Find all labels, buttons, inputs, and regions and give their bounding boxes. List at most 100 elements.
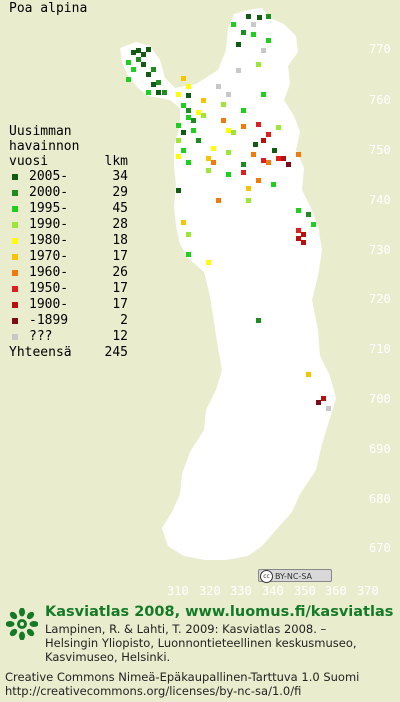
y-axis-label: 710: [369, 342, 391, 356]
observation-square: [231, 22, 236, 27]
legend-item-count: 17: [112, 297, 128, 312]
observation-square: [261, 48, 266, 53]
observation-square: [301, 232, 306, 237]
citation: Lampinen, R. & Lahti, T. 2009: Kasviatla…: [45, 622, 357, 664]
observation-square: [326, 406, 331, 411]
observation-square: [186, 115, 191, 120]
observation-square: [191, 128, 196, 133]
legend-item-count: 17: [112, 281, 128, 296]
y-axis-label: 750: [369, 143, 391, 157]
y-axis-label: 730: [369, 243, 391, 257]
x-axis-label: 340: [262, 584, 284, 598]
observation-squares: [126, 14, 331, 411]
x-axis-label: 360: [325, 584, 347, 598]
legend-swatch: [12, 302, 18, 308]
x-axis-label: 310: [167, 584, 189, 598]
observation-square: [316, 400, 321, 405]
kasviatlas-logo-icon: [6, 608, 38, 640]
observation-square: [246, 186, 251, 191]
observation-square: [266, 160, 271, 165]
cc-license-badge[interactable]: cc BY-NC-SA: [258, 569, 332, 583]
observation-square: [181, 130, 186, 135]
legend-item: 1995- 45: [9, 201, 128, 217]
observation-square: [136, 57, 141, 62]
observation-square: [181, 76, 186, 81]
observation-square: [321, 396, 326, 401]
observation-square: [241, 162, 246, 167]
observation-square: [151, 67, 156, 72]
observation-square: [156, 90, 161, 95]
legend-header-row: vuosi lkm: [9, 154, 128, 169]
legend-item-label: -1899: [29, 313, 69, 328]
observation-square: [246, 198, 251, 203]
finland-land: [120, 8, 336, 560]
observation-square: [296, 152, 301, 157]
kasviatlas-link[interactable]: Kasviatlas 2008, www.luomus.fi/kasviatla…: [45, 604, 394, 620]
observation-square: [146, 72, 151, 77]
observation-square: [256, 178, 261, 183]
legend-item-count: 26: [112, 265, 128, 280]
observation-square: [226, 150, 231, 155]
observation-square: [176, 138, 181, 143]
observation-square: [151, 82, 156, 87]
legend-total-count: 245: [104, 345, 128, 360]
license-url[interactable]: http://creativecommons.org/licenses/by-n…: [5, 684, 302, 698]
observation-square: [256, 62, 261, 67]
legend-swatch: [12, 286, 18, 292]
legend-swatch: [12, 206, 18, 212]
observation-square: [226, 92, 231, 97]
legend-item-label: 1960-: [29, 265, 69, 280]
observation-square: [156, 80, 161, 85]
observation-square: [206, 156, 211, 161]
legend-item: 1960- 26: [9, 265, 128, 281]
observation-square: [126, 60, 131, 65]
observation-square: [141, 52, 146, 57]
legend-item-count: 29: [112, 185, 128, 200]
observation-square: [176, 188, 181, 193]
observation-square: [146, 90, 151, 95]
legend-item-count: 2: [120, 313, 128, 328]
cc-icon: cc: [260, 570, 273, 583]
observation-square: [257, 15, 262, 20]
observation-square: [216, 84, 221, 89]
legend-item-label: 1950-: [29, 281, 69, 296]
observation-square: [221, 102, 226, 107]
legend-swatch: [12, 222, 18, 228]
x-axis-label: 350: [294, 584, 316, 598]
license-text: Creative Commons Nimeä-Epäkaupallinen-Ta…: [5, 670, 359, 698]
legend: Uusimman havainnon vuosi lkm 2005- 34 2000…: [9, 124, 128, 361]
observation-square: [236, 42, 241, 47]
observation-square: [221, 118, 226, 123]
legend-item-count: 18: [112, 233, 128, 248]
legend-item: 1980- 18: [9, 233, 128, 249]
x-axis-label: 320: [199, 584, 221, 598]
observation-square: [146, 47, 151, 52]
legend-total-label: Yhteensä: [9, 345, 72, 360]
observation-square: [201, 98, 206, 103]
observation-square: [251, 32, 256, 37]
observation-square: [162, 90, 167, 95]
legend-item-count: 34: [112, 169, 128, 184]
legend-item: 2005- 34: [9, 169, 128, 185]
legend-item-count: 12: [112, 329, 128, 344]
observation-square: [206, 260, 211, 265]
legend-title: Uusimman havainnon vuosi lkm: [9, 124, 128, 169]
observation-square: [186, 160, 191, 165]
cc-badge-text: BY-NC-SA: [275, 572, 313, 581]
observation-square: [241, 30, 246, 35]
observation-square: [261, 158, 266, 163]
legend-item-label: 1990-: [29, 217, 69, 232]
legend-swatch: [12, 334, 18, 340]
observation-square: [266, 38, 271, 43]
observation-square: [211, 146, 216, 151]
legend-title-line-2: havainnon: [9, 139, 80, 154]
legend-item-label: 1995-: [29, 201, 69, 216]
observation-square: [246, 14, 251, 19]
legend-swatch: [12, 238, 18, 244]
observation-square: [186, 252, 191, 257]
observation-square: [256, 122, 261, 127]
observation-square: [296, 236, 301, 241]
observation-square: [251, 152, 256, 157]
legend-swatch: [12, 190, 18, 196]
citation-line: Kasvimuseo, Helsinki.: [45, 650, 171, 664]
